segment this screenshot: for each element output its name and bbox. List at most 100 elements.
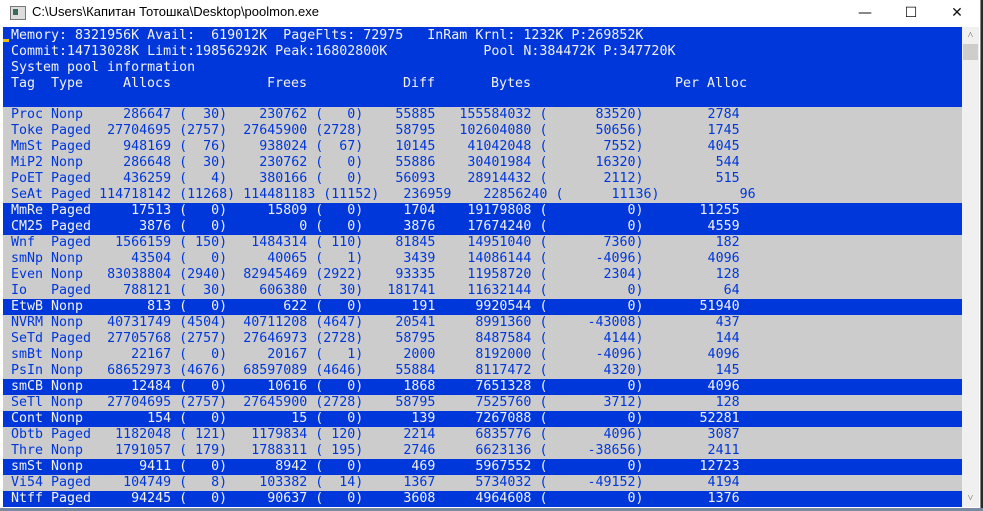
cell-tag: Proc [11,107,44,122]
row-text: PsIn Nonp 68652973 (4676) 68597089 (4646… [11,363,740,379]
cell-allocs-delta: ( 30) [171,107,228,122]
cell-type: Paged [43,475,92,490]
close-button[interactable]: ✕ [951,5,963,21]
table-row: EtwB Nonp 813 ( 0) 622 ( 0) 191 9920544 … [3,299,962,315]
maximize-button[interactable]: ☐ [904,5,918,21]
cell-bytes: 8117472 [435,363,532,378]
cell-frees: 1484314 [227,235,308,250]
cell-frees-delta: ( 120) [307,427,364,442]
row-text: PoET Paged 436259 ( 4) 380166 ( 0) 56093… [11,171,740,187]
cell-allocs: 813 [91,299,172,314]
cell-type: Paged [43,491,92,506]
cell-frees-delta: ( 0) [307,219,364,234]
row-text: Proc Nonp 286647 ( 30) 230762 ( 0) 55885… [11,107,740,123]
cell-bytes-delta: ( 0) [531,379,644,394]
cell-type: Nonp [43,379,92,394]
cell-allocs: 94245 [91,491,172,506]
memory-summary: Memory: 8321956K Avail: 619012K PageFlts… [11,28,644,43]
console-output[interactable]: Memory: 8321956K Avail: 619012K PageFlts… [3,27,962,507]
cell-bytes: 8192000 [435,347,532,362]
cell-bytes-delta: ( -4096) [531,347,644,362]
cell-frees: 27646973 [227,331,308,346]
cell-per-alloc: 12723 [643,459,740,474]
cell-allocs: 27704695 [91,395,172,410]
cell-allocs-delta: ( 0) [171,379,228,394]
minimize-button[interactable]: — [858,5,872,21]
table-row: CM25 Paged 3876 ( 0) 0 ( 0) 3876 1767424… [3,219,962,235]
cell-bytes-delta: ( 7552) [531,139,644,154]
cell-per-alloc: 96 [659,187,756,202]
cell-allocs-delta: ( 30) [171,283,228,298]
cell-bytes: 19179808 [435,203,532,218]
cell-bytes: 102604080 [435,123,532,138]
vertical-scrollbar[interactable]: ˄ ˅ [962,27,979,507]
scroll-up-arrow-icon[interactable]: ˄ [967,30,974,41]
cell-tag: Obtb [11,427,44,442]
cell-bytes-delta: ( -4096) [531,251,644,266]
cell-type: Nonp [43,395,92,410]
column-tag: Tag [11,76,36,91]
cell-diff: 58795 [363,123,436,138]
cell-allocs-delta: ( 30) [171,155,228,170]
cell-per-alloc: 145 [643,363,740,378]
cell-diff: 58795 [363,331,436,346]
row-text: Ntff Paged 94245 ( 0) 90637 ( 0) 3608 49… [11,491,740,507]
scrollbar-thumb[interactable] [963,44,978,60]
cell-frees: 10616 [227,379,308,394]
scroll-down-arrow-icon[interactable]: ˅ [967,493,974,504]
row-text: Io Paged 788121 ( 30) 606380 ( 30) 18174… [11,283,740,299]
cell-diff: 1367 [363,475,436,490]
title-bar[interactable]: C:\Users\Капитан Тотошка\Desktop\poolmon… [0,0,980,26]
cell-bytes-delta: ( 16320) [531,155,644,170]
cell-frees-delta: (2922) [307,267,364,282]
column-headers: Tag Type Allocs Frees Diff Bytes Per All… [11,76,951,92]
cell-frees-delta: (4646) [307,363,364,378]
cell-diff: 56093 [363,171,436,186]
cell-frees: 230762 [227,107,308,122]
table-row: SeTl Nonp 27704695 (2757) 27645900 (2728… [3,395,962,411]
table-row: SeAt Paged 114718142 (11268) 114481183 (… [3,187,962,203]
cell-bytes-delta: ( 2304) [531,267,644,282]
cell-diff: 3608 [363,491,436,506]
console-app-icon[interactable] [10,6,26,20]
cell-bytes-delta: ( 4096) [531,427,644,442]
cell-frees: 8942 [227,459,308,474]
cell-allocs-delta: ( 179) [171,443,228,458]
cell-bytes: 5734032 [435,475,532,490]
cell-tag: MmSt [11,139,44,154]
cell-allocs-delta: (2757) [171,123,228,138]
cell-type: Nonp [43,267,92,282]
cell-allocs: 3876 [91,219,172,234]
cell-tag: Io [11,283,44,298]
cell-tag: SeTd [11,331,44,346]
cell-allocs-delta: ( 0) [171,219,228,234]
cell-frees-delta: ( 0) [307,171,364,186]
cell-per-alloc: 1745 [643,123,740,138]
cell-frees: 1179834 [227,427,308,442]
cell-type: Paged [43,171,92,186]
table-row: Toke Paged 27704695 (2757) 27645900 (272… [3,123,962,139]
cell-allocs-delta: (2940) [171,267,228,282]
column-per-alloc: Per Alloc [675,76,748,91]
cell-frees: 103382 [227,475,308,490]
cell-type: Nonp [43,251,92,266]
cell-bytes: 17674240 [435,219,532,234]
cell-frees-delta: (2728) [307,395,364,410]
cell-bytes-delta: ( 4144) [531,331,644,346]
cell-frees-delta: ( 0) [307,299,364,314]
cell-bytes-delta: ( 4320) [531,363,644,378]
cell-type: Paged [43,203,92,218]
cell-bytes-delta: ( 0) [531,491,644,506]
cell-allocs: 43504 [91,251,172,266]
cell-diff: 469 [363,459,436,474]
cell-per-alloc: 128 [643,395,740,410]
background-window-strip [0,508,983,511]
cell-allocs: 286648 [91,155,172,170]
table-row: Ntff Paged 94245 ( 0) 90637 ( 0) 3608 49… [3,491,962,507]
cell-tag: PoET [11,171,44,186]
table-row: Even Nonp 83038804 (2940) 82945469 (2922… [3,267,962,283]
cell-frees: 380166 [227,171,308,186]
cell-bytes-delta: ( 83520) [531,107,644,122]
cell-bytes-delta: ( 0) [531,283,644,298]
cell-frees: 0 [227,219,308,234]
